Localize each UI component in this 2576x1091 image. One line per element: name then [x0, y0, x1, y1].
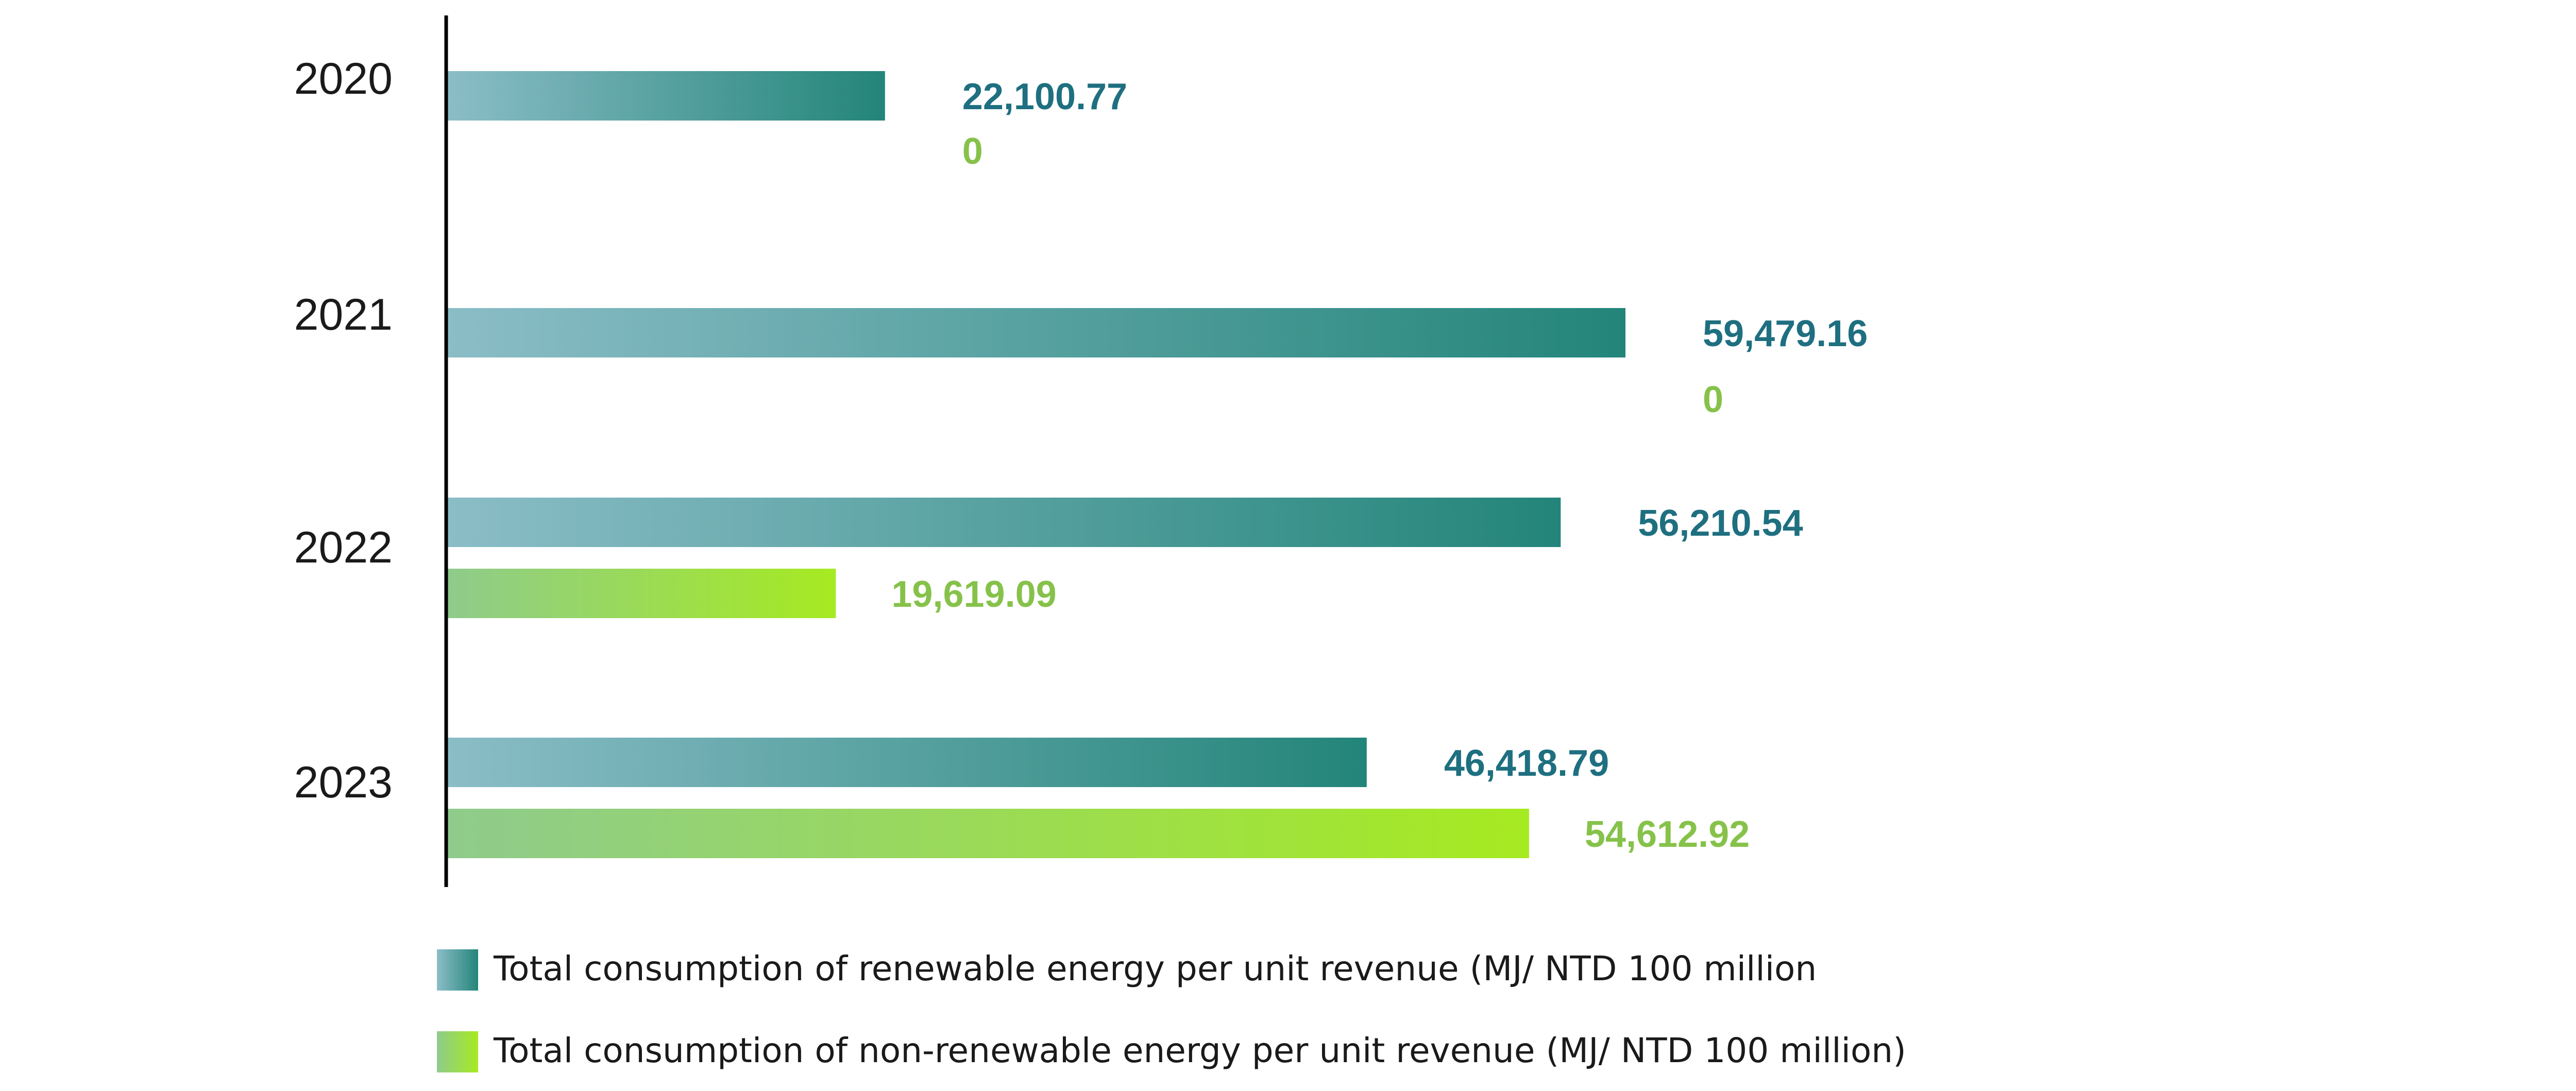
legend-label-nonrenewable: Total consumption of non-renewable energ…	[493, 1031, 1906, 1070]
value-label-renewable-2022: 56,210.54	[1638, 503, 1803, 544]
value-label-renewable-2021: 59,479.16	[1703, 313, 1868, 354]
legend-swatch-nonrenewable	[437, 1031, 478, 1072]
value-label-renewable-2023: 46,418.79	[1444, 743, 1609, 784]
legend-swatch-renewable	[437, 949, 478, 991]
legend-label-renewable: Total consumption of renewable energy pe…	[493, 949, 1817, 988]
value-label-nonrenewable-2021: 0	[1703, 379, 1723, 420]
bar-renewable-2020	[447, 71, 885, 121]
year-label-2020: 2020	[294, 54, 393, 104]
bar-renewable-2021	[447, 308, 1625, 357]
value-label-nonrenewable-2023: 54,612.92	[1585, 814, 1750, 855]
value-label-nonrenewable-2020: 0	[962, 131, 983, 172]
bar-nonrenewable-2022	[447, 569, 836, 618]
value-label-renewable-2020: 22,100.77	[962, 76, 1127, 117]
bar-renewable-2023	[447, 738, 1367, 787]
year-label-2022: 2022	[294, 523, 393, 572]
year-label-2023: 2023	[294, 758, 393, 807]
value-label-nonrenewable-2022: 19,619.09	[891, 574, 1056, 615]
bar-nonrenewable-2023	[447, 809, 1529, 858]
bar-renewable-2022	[447, 498, 1561, 547]
year-label-2021: 2021	[294, 290, 393, 339]
